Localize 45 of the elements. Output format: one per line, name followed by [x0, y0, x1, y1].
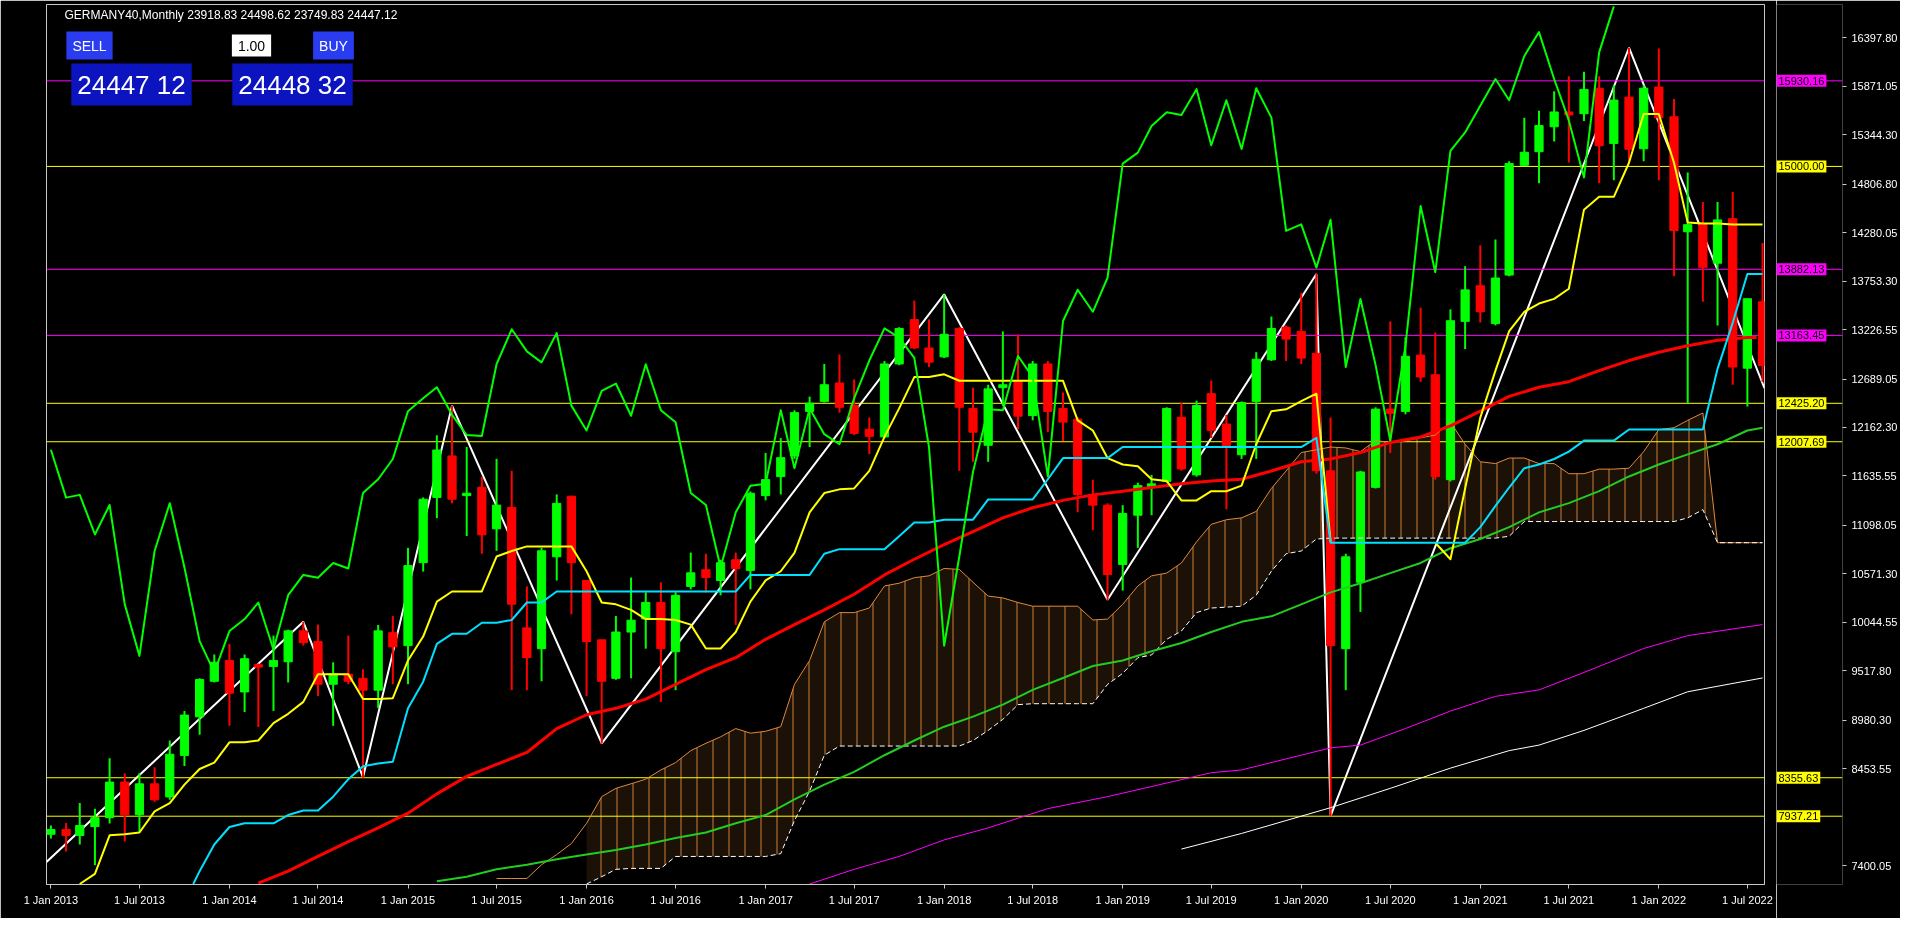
- x-tick-label: 1 Jul 2013: [114, 893, 165, 906]
- x-tick-label: 1 Jul 2022: [1722, 893, 1773, 906]
- y-tick-label: 12162.30: [1851, 421, 1898, 434]
- chart-title: GERMANY40,Monthly 23918.83 24498.62 23749.83 24447.12: [64, 7, 398, 22]
- y-tick-label: 12689.05: [1851, 373, 1898, 386]
- x-tick-label: 1 Jan 2014: [202, 893, 257, 906]
- x-tick-label: 1 Jul 2016: [650, 893, 701, 906]
- x-tick-label: 1 Jan 2020: [1274, 893, 1329, 906]
- y-tick-label: 8980.30: [1851, 714, 1892, 727]
- y-tick-label: 15344.30: [1851, 128, 1898, 141]
- annotation: 24448 32: [238, 69, 347, 100]
- y-tick-label: 11098.05: [1851, 519, 1897, 532]
- x-tick-label: 1 Jan 2021: [1453, 893, 1508, 906]
- x-tick-label: 1 Jul 2019: [1185, 893, 1237, 906]
- ref-line-label: 7937.21: [1778, 810, 1819, 823]
- x-tick-label: 1 Jul 2015: [471, 893, 522, 906]
- y-tick-label: 10044.55: [1851, 616, 1898, 629]
- x-tick-label: 1 Jan 2016: [559, 893, 614, 906]
- x-tick-label: 1 Jul 2014: [292, 893, 344, 906]
- y-tick-label: 10571.30: [1851, 567, 1898, 580]
- y-tick-label: 14280.05: [1851, 226, 1898, 239]
- x-tick-label: 1 Jul 2018: [1007, 893, 1059, 906]
- y-tick-label: 11635.55: [1851, 469, 1897, 482]
- x-tick-label: 1 Jul 2020: [1364, 893, 1416, 906]
- ref-line-label: 8355.63: [1778, 771, 1819, 784]
- y-tick-label: 16397.80: [1851, 31, 1898, 44]
- y-tick-label: 9517.80: [1851, 664, 1892, 677]
- y-tick-label: 13226.55: [1851, 323, 1898, 336]
- annotation: BUY: [319, 37, 349, 54]
- annotation: 1.00: [237, 37, 266, 54]
- x-tick-label: 1 Jan 2018: [916, 893, 972, 906]
- x-tick-label: 1 Jan 2013: [23, 893, 79, 906]
- annotation: SELL: [72, 37, 107, 54]
- x-tick-label: 1 Jan 2022: [1631, 893, 1687, 906]
- y-tick-label: 7400.05: [1851, 859, 1892, 872]
- annotation: 24447 12: [77, 69, 186, 100]
- x-tick-label: 1 Jan 2015: [380, 893, 436, 906]
- y-tick-label: 8453.55: [1851, 762, 1892, 775]
- y-tick-label: 15871.05: [1851, 80, 1898, 93]
- x-tick-label: 1 Jan 2017: [738, 893, 793, 906]
- y-tick-label: 13753.30: [1851, 275, 1898, 288]
- x-tick-label: 1 Jul 2021: [1543, 893, 1595, 906]
- x-tick-label: 1 Jul 2017: [828, 893, 880, 906]
- x-tick-label: 1 Jan 2019: [1095, 893, 1150, 906]
- y-tick-label: 14806.80: [1851, 178, 1898, 191]
